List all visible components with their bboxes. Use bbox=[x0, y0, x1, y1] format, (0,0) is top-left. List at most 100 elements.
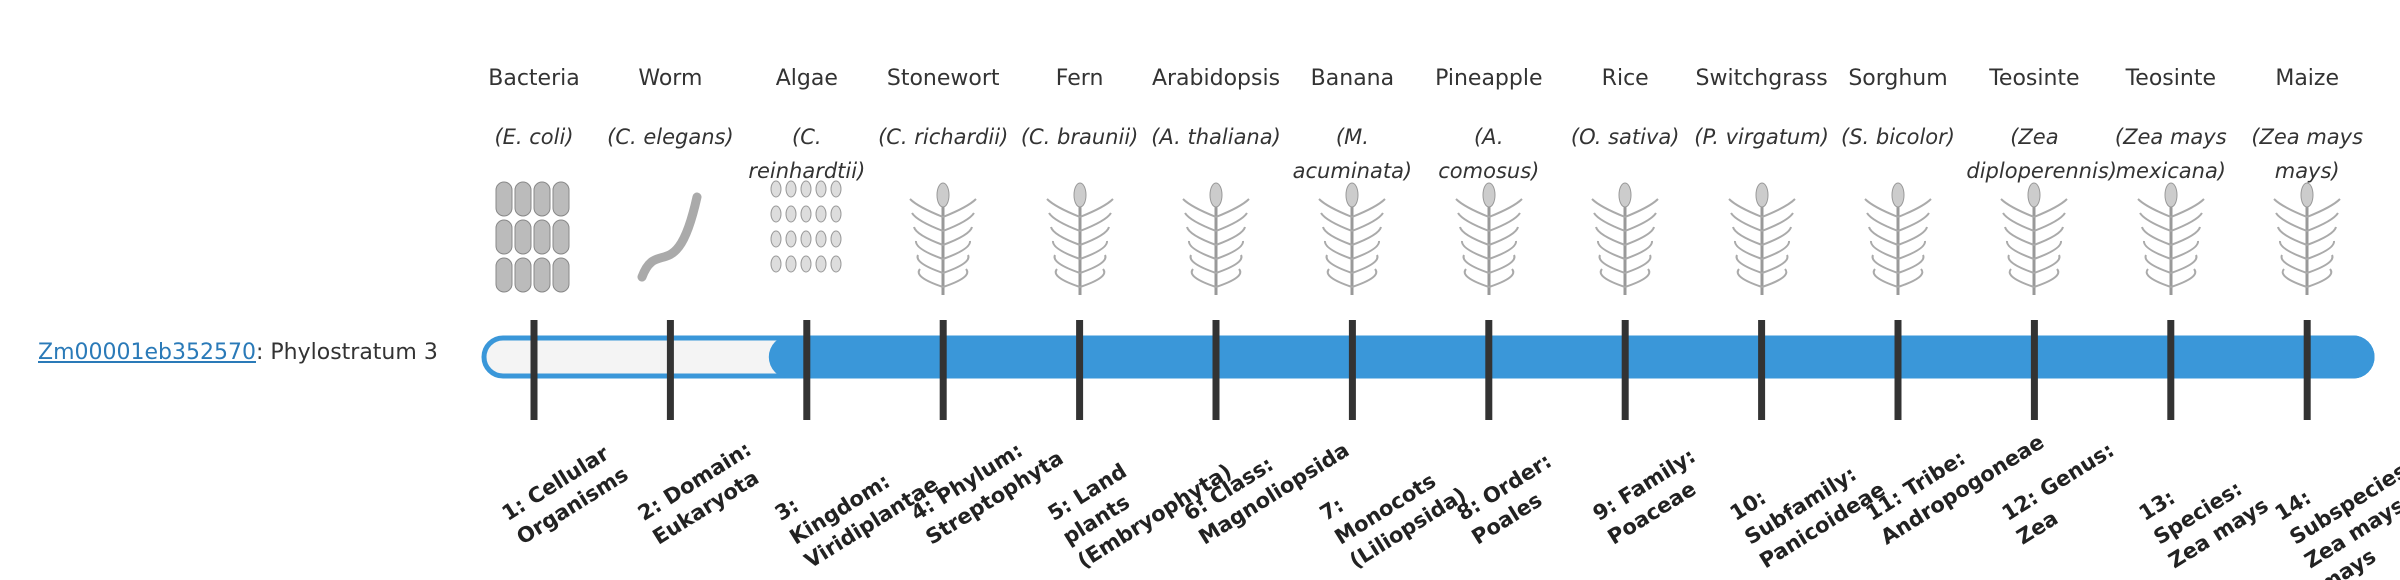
stratum-tick bbox=[1485, 320, 1493, 420]
leaf bbox=[918, 268, 944, 288]
leaf bbox=[1761, 226, 1792, 246]
organism-illustration bbox=[1727, 182, 1796, 295]
organism-name: Switchgrass bbox=[1695, 66, 1828, 91]
leaf bbox=[942, 198, 977, 218]
leaf bbox=[1190, 268, 1217, 288]
crown bbox=[1891, 182, 1905, 208]
leaf bbox=[1897, 198, 1932, 218]
leaf bbox=[2170, 226, 2201, 246]
alga bbox=[800, 255, 812, 273]
leaf bbox=[1215, 240, 1244, 260]
leaf bbox=[2282, 268, 2308, 288]
leaf bbox=[2144, 254, 2172, 274]
leaf bbox=[1053, 254, 1080, 274]
leaf bbox=[1870, 240, 1899, 260]
organism-species: (C. reinhardtii) bbox=[748, 125, 866, 183]
leaf bbox=[942, 254, 970, 274]
leaf bbox=[1462, 254, 1490, 274]
alga bbox=[785, 180, 797, 198]
alga bbox=[785, 205, 797, 223]
alga bbox=[785, 255, 797, 273]
leaf bbox=[2000, 198, 2035, 218]
alga bbox=[800, 180, 812, 198]
leaf bbox=[1079, 226, 1110, 246]
leaf bbox=[1189, 254, 1217, 274]
leaf bbox=[2170, 198, 2205, 218]
leaf bbox=[1215, 226, 1246, 246]
leaf bbox=[909, 198, 944, 218]
organism-species: (C. richardii) bbox=[878, 125, 1009, 149]
organism-species: (E. coli) bbox=[494, 125, 574, 149]
cell bbox=[552, 181, 570, 217]
cell bbox=[514, 181, 532, 217]
leaf bbox=[1624, 212, 1658, 232]
leaf bbox=[1047, 212, 1080, 232]
leaf bbox=[1729, 212, 1762, 232]
leaf bbox=[1761, 254, 1789, 274]
bar-fill bbox=[768, 335, 2375, 379]
leaf bbox=[1352, 254, 1379, 274]
leaf bbox=[1324, 240, 1353, 260]
organism-name: Teosinte bbox=[1989, 66, 2080, 91]
leaf bbox=[1595, 226, 1626, 246]
leaf bbox=[1593, 212, 1626, 232]
alga bbox=[815, 255, 827, 273]
stratum-tick bbox=[939, 320, 947, 420]
organism-name: Worm bbox=[638, 66, 703, 91]
leaf bbox=[1051, 240, 1080, 260]
organism-illustration bbox=[1182, 182, 1250, 295]
organism-species: (Zea diploperennis) bbox=[1966, 125, 2117, 183]
leaf bbox=[1352, 240, 1381, 260]
cell bbox=[495, 257, 513, 293]
leaf bbox=[1624, 198, 1659, 218]
organism-species: (A. comosus) bbox=[1438, 125, 1540, 183]
leaf bbox=[1079, 198, 1114, 218]
alga bbox=[770, 230, 782, 248]
leaf bbox=[1488, 254, 1516, 274]
leaf bbox=[2034, 254, 2061, 274]
leaf bbox=[2306, 212, 2340, 232]
leaf bbox=[916, 254, 944, 274]
leaf bbox=[1460, 240, 1490, 260]
organism-species: (P. virgatum) bbox=[1694, 125, 1829, 149]
leaf bbox=[1761, 268, 1787, 288]
leaf bbox=[1079, 254, 1107, 274]
organism-illustration bbox=[1045, 182, 1114, 295]
cell bbox=[533, 181, 551, 217]
crown bbox=[1209, 182, 1223, 208]
organism-name: Stonewort bbox=[886, 66, 1000, 91]
stratum-tick bbox=[530, 320, 538, 420]
organism-species: (O. sativa) bbox=[1570, 125, 1680, 149]
leaf bbox=[2306, 226, 2338, 246]
leaf bbox=[1322, 226, 1353, 246]
cell bbox=[533, 257, 551, 293]
leaf bbox=[1761, 212, 1794, 232]
leaf bbox=[1352, 226, 1383, 246]
worm bbox=[637, 192, 702, 282]
phylostratum-number: 3 bbox=[423, 340, 438, 365]
leaf bbox=[1352, 212, 1385, 232]
leaf bbox=[1624, 254, 1652, 274]
leaf bbox=[1731, 226, 1762, 246]
leaf bbox=[1868, 226, 1899, 246]
organism-illustration bbox=[909, 182, 977, 295]
crown bbox=[1345, 182, 1359, 208]
leaf bbox=[1736, 268, 1762, 288]
stratum-tick bbox=[1348, 320, 1356, 420]
cell bbox=[552, 219, 570, 255]
leaf bbox=[2275, 212, 2308, 232]
crown bbox=[1618, 182, 1632, 208]
leaf bbox=[2137, 198, 2172, 218]
stratum-tick bbox=[2303, 320, 2311, 420]
gene-link[interactable]: Zm00001eb352570 bbox=[38, 340, 256, 365]
cell bbox=[495, 219, 513, 255]
alga bbox=[815, 230, 827, 248]
leaf bbox=[942, 268, 969, 288]
leaf bbox=[2279, 240, 2308, 260]
leaf bbox=[2273, 198, 2308, 218]
leaf bbox=[1597, 240, 1626, 260]
leaf bbox=[1079, 240, 1108, 260]
leaf bbox=[2002, 212, 2035, 232]
alga bbox=[830, 180, 842, 198]
alga bbox=[785, 230, 797, 248]
